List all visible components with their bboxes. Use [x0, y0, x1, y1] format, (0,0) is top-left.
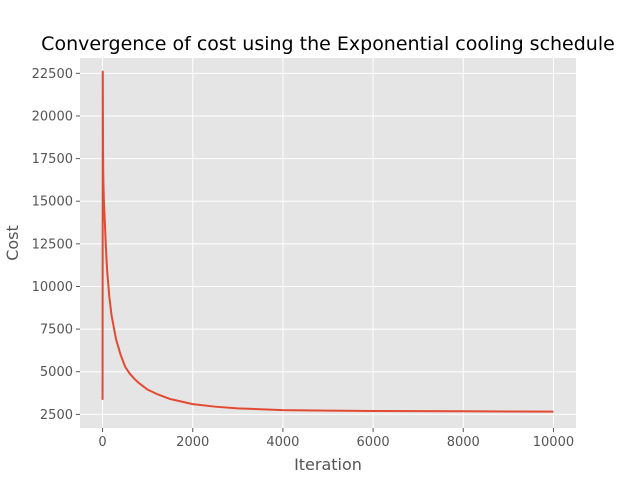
- plot-area: [80, 58, 576, 428]
- y-tick-label: 10000: [32, 280, 73, 295]
- x-axis-ticks: 0 2000 4000 6000 8000 10000: [98, 428, 574, 450]
- y-tick-label: 12500: [32, 237, 73, 252]
- y-tick-label: 17500: [32, 152, 73, 167]
- y-axis-ticks: 2500 5000 7500 10000 12500 15000 17500 20000 225…: [32, 67, 80, 423]
- x-tick-label: 2000: [176, 435, 209, 450]
- y-tick-label: 15000: [32, 195, 73, 210]
- chart-title: Convergence of cost using the Exponentia…: [41, 33, 615, 55]
- y-tick-label: 22500: [32, 67, 73, 82]
- y-axis-label: Cost: [3, 225, 22, 261]
- y-tick-label: 2500: [40, 408, 73, 423]
- x-tick-label: 10000: [533, 435, 574, 450]
- y-tick-label: 5000: [40, 365, 73, 380]
- x-tick-label: 8000: [447, 435, 480, 450]
- x-tick-label: 4000: [266, 435, 299, 450]
- x-tick-label: 0: [98, 435, 106, 450]
- y-tick-label: 20000: [32, 109, 73, 124]
- y-grid-lines: [80, 72, 576, 415]
- x-axis-label: Iteration: [294, 455, 362, 474]
- series-layer: [101, 70, 554, 413]
- y-tick-label: 7500: [40, 323, 73, 338]
- x-tick-label: 6000: [357, 435, 390, 450]
